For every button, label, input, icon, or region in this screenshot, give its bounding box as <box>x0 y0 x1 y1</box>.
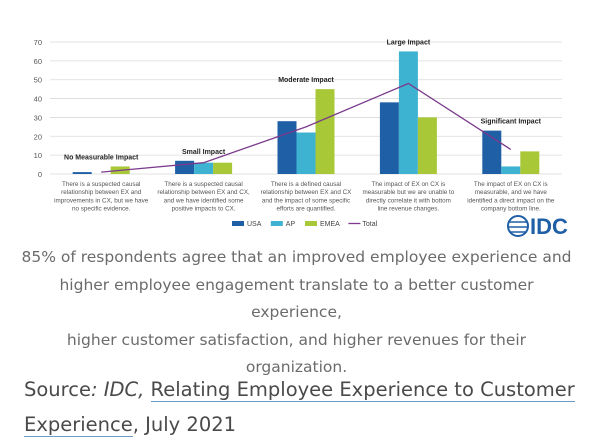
bar-ap <box>398 51 418 174</box>
y-tick-label: 70 <box>34 38 42 47</box>
x-tick-label: There is a suspected causal <box>62 181 140 188</box>
legend-label: AP <box>286 221 296 228</box>
bar-ap <box>296 132 316 174</box>
total-line <box>101 82 512 173</box>
bar-usa <box>277 121 297 174</box>
y-axis-ticks: 0 10 20 30 40 50 60 70 <box>34 38 42 179</box>
caption-line: higher customer satisfaction, and higher… <box>66 330 527 377</box>
chart: 0 10 20 30 40 50 60 70 No Measurable Impact Smal… <box>34 38 568 239</box>
x-tick-label: There is a defined causal <box>271 181 341 188</box>
x-tick-label: and we have identified some <box>164 197 244 204</box>
legend-swatch-emea <box>305 221 317 226</box>
bar-ap <box>194 162 214 174</box>
bar-usa <box>72 172 92 174</box>
x-tick-label: measurable, and we have <box>475 189 548 196</box>
x-tick-label: relationship between EX and CX <box>261 189 352 196</box>
x-tick-label: relationship between EX and CX, <box>157 189 250 196</box>
source-date: , July 2021 <box>132 413 237 436</box>
x-tick-label: positive impacts to CX. <box>172 206 236 213</box>
x-tick-label: relationship between EX and <box>61 189 142 196</box>
bar-emea <box>520 151 540 174</box>
caption-line: 85% of respondents agree that an improve… <box>21 248 572 266</box>
bar-usa <box>482 130 502 174</box>
bar-usa <box>175 160 195 174</box>
y-tick-label: 30 <box>34 113 42 122</box>
source-report-link[interactable]: Relating Employee Experience to Customer… <box>24 378 575 437</box>
y-tick-label: 10 <box>34 151 42 160</box>
x-tick-label: no specific evidence. <box>72 206 131 213</box>
legend-label: EMEA <box>320 221 340 228</box>
bars <box>72 51 540 174</box>
impact-label: Large Impact <box>387 39 431 46</box>
x-tick-label: There is a suspected causal <box>164 181 242 188</box>
x-tick-label: and the impact of some specific <box>262 197 350 204</box>
impact-labels: No Measurable Impact Small Impact Moderate… <box>64 39 542 161</box>
y-tick-label: 0 <box>38 170 42 179</box>
source-publisher: IDC, <box>97 378 145 401</box>
x-axis-category-labels: There is a suspected causalrelationship … <box>54 181 555 213</box>
x-tick-label: The impact of EX on CX is <box>474 181 548 188</box>
bar-emea <box>213 162 233 174</box>
legend: USA AP EMEA Total <box>232 221 378 228</box>
y-tick-label: 40 <box>34 95 42 104</box>
legend-swatch-usa <box>232 221 244 226</box>
line-total <box>101 82 512 173</box>
bar-usa <box>379 102 399 174</box>
x-tick-label: improvements in CX, but we have <box>54 197 149 204</box>
chart-caption: 85% of respondents agree that an improve… <box>20 244 573 382</box>
idc-logo-text: IDC <box>530 214 568 239</box>
x-tick-label: directly correlate it with bottom <box>366 197 451 204</box>
globe-icon <box>507 215 529 237</box>
x-tick-label: company bottom line. <box>481 206 541 213</box>
impact-label: Significant Impact <box>481 119 542 126</box>
legend-label: USA <box>247 221 262 228</box>
legend-label: Total <box>362 221 377 228</box>
impact-label: Small Impact <box>182 149 226 156</box>
x-tick-label: measurable but we are unable to <box>363 189 455 196</box>
bar-ap <box>501 166 521 174</box>
caption-line: higher employee engagement translate to … <box>59 275 534 322</box>
legend-swatch-ap <box>270 221 283 226</box>
idc-logo: IDC <box>507 214 568 239</box>
impact-label: Moderate Impact <box>278 77 334 84</box>
bar-emea <box>315 89 335 174</box>
bar-emea <box>417 117 437 174</box>
source-prefix: Source <box>24 378 91 401</box>
y-tick-label: 50 <box>34 76 42 85</box>
y-tick-label: 60 <box>34 57 42 66</box>
source-citation: Source: IDC, Relating Employee Experienc… <box>24 372 584 442</box>
x-tick-label: The impact of EX on CX is <box>371 181 445 188</box>
x-tick-label: line revenue changes. <box>378 206 440 213</box>
source-colon: : <box>90 378 98 401</box>
x-tick-label: efforts are quantified. <box>276 206 335 213</box>
x-tick-label: identified a direct impact on the <box>467 197 555 204</box>
y-tick-label: 20 <box>34 132 42 141</box>
impact-label: No Measurable Impact <box>64 154 139 161</box>
